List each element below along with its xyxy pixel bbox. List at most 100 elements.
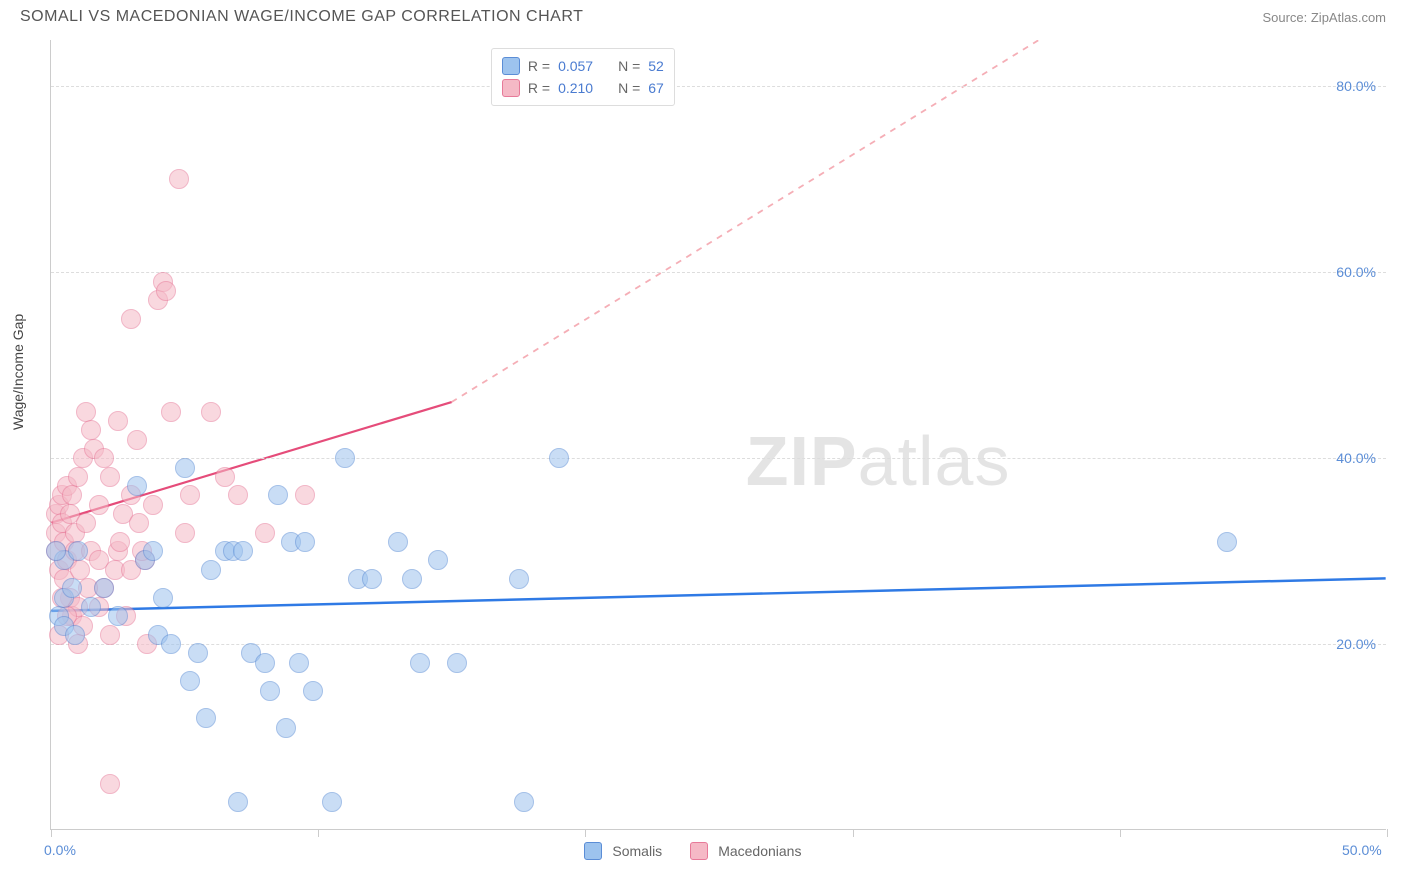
- y-tick-label: 60.0%: [1336, 264, 1376, 280]
- macedonian-point: [156, 281, 176, 301]
- macedonian-point: [255, 523, 275, 543]
- somali-point: [410, 653, 430, 673]
- somali-point: [62, 578, 82, 598]
- macedonian-point: [201, 402, 221, 422]
- y-tick-label: 80.0%: [1336, 78, 1376, 94]
- somali-point: [1217, 532, 1237, 552]
- somali-point: [175, 458, 195, 478]
- macedonian-point: [100, 467, 120, 487]
- gridline: [51, 458, 1386, 459]
- somali-point: [260, 681, 280, 701]
- macedonian-point: [169, 169, 189, 189]
- somali-point: [322, 792, 342, 812]
- somali-point: [362, 569, 382, 589]
- r-label: R =: [528, 77, 550, 99]
- macedonian-point: [175, 523, 195, 543]
- n-value: 52: [648, 55, 664, 77]
- header: SOMALI VS MACEDONIAN WAGE/INCOME GAP COR…: [0, 0, 1406, 30]
- macedonian-point: [89, 495, 109, 515]
- source-label: Source: ZipAtlas.com: [1262, 10, 1386, 25]
- somali-point: [180, 671, 200, 691]
- legend-row: R = 0.057 N = 52: [502, 55, 664, 77]
- somali-point: [447, 653, 467, 673]
- somali-point: [153, 588, 173, 608]
- macedonian-point: [127, 430, 147, 450]
- chart-title: SOMALI VS MACEDONIAN WAGE/INCOME GAP COR…: [20, 8, 583, 26]
- correlation-legend: R = 0.057 N = 52 R = 0.210 N = 67: [491, 48, 675, 106]
- macedonian-point: [110, 532, 130, 552]
- somali-point: [255, 653, 275, 673]
- macedonian-point: [295, 485, 315, 505]
- somali-point: [94, 578, 114, 598]
- somali-point: [127, 476, 147, 496]
- somali-point: [303, 681, 323, 701]
- macedonian-point: [215, 467, 235, 487]
- chart-plot-area: ZIPatlas 20.0% 40.0% 60.0% 80.0%: [50, 40, 1386, 830]
- somali-point: [509, 569, 529, 589]
- somali-point: [188, 643, 208, 663]
- macedonian-point: [76, 402, 96, 422]
- somali-point: [428, 550, 448, 570]
- somali-point: [276, 718, 296, 738]
- macedonian-point: [180, 485, 200, 505]
- gridline: [51, 272, 1386, 273]
- x-tick: [1387, 829, 1388, 837]
- legend-swatch: [690, 842, 708, 860]
- somali-point: [65, 625, 85, 645]
- macedonian-point: [161, 402, 181, 422]
- x-axis-max-label: 50.0%: [1342, 842, 1382, 858]
- macedonian-point: [68, 467, 88, 487]
- x-axis-min-label: 0.0%: [44, 842, 76, 858]
- n-label: N =: [618, 77, 640, 99]
- macedonian-point: [108, 411, 128, 431]
- watermark-atlas: atlas: [858, 422, 1011, 500]
- legend-series-label: Somalis: [612, 843, 662, 859]
- somali-point: [108, 606, 128, 626]
- somali-point: [335, 448, 355, 468]
- somali-point: [196, 708, 216, 728]
- legend-row: R = 0.210 N = 67: [502, 77, 664, 99]
- somali-point: [289, 653, 309, 673]
- macedonian-point: [94, 448, 114, 468]
- r-value: 0.210: [558, 77, 610, 99]
- somali-point: [514, 792, 534, 812]
- somali-point: [46, 541, 66, 561]
- n-label: N =: [618, 55, 640, 77]
- somali-point: [268, 485, 288, 505]
- macedonian-point: [143, 495, 163, 515]
- x-tick: [1120, 829, 1121, 837]
- somali-point: [402, 569, 422, 589]
- somali-point: [161, 634, 181, 654]
- macedonian-point: [62, 485, 82, 505]
- macedonian-point: [129, 513, 149, 533]
- y-tick-label: 20.0%: [1336, 636, 1376, 652]
- x-tick: [51, 829, 52, 837]
- macedonian-point: [100, 774, 120, 794]
- macedonian-point: [121, 309, 141, 329]
- somali-point: [68, 541, 88, 561]
- somali-point: [143, 541, 163, 561]
- r-label: R =: [528, 55, 550, 77]
- legend-swatch: [502, 57, 520, 75]
- legend-swatch: [502, 79, 520, 97]
- watermark-zip: ZIP: [746, 422, 858, 500]
- trend-lines: [51, 40, 1386, 829]
- x-tick: [318, 829, 319, 837]
- somali-point: [233, 541, 253, 561]
- n-value: 67: [648, 77, 664, 99]
- legend-swatch: [584, 842, 602, 860]
- macedonian-point: [100, 625, 120, 645]
- r-value: 0.057: [558, 55, 610, 77]
- gridline: [51, 86, 1386, 87]
- y-axis-label: Wage/Income Gap: [10, 314, 26, 430]
- x-tick: [585, 829, 586, 837]
- series-legend: SomalisMacedonians: [584, 842, 819, 860]
- macedonian-point: [76, 513, 96, 533]
- somali-point: [388, 532, 408, 552]
- somali-point: [81, 597, 101, 617]
- watermark: ZIPatlas: [746, 421, 1011, 501]
- y-tick-label: 40.0%: [1336, 450, 1376, 466]
- somali-point: [295, 532, 315, 552]
- somali-point: [228, 792, 248, 812]
- macedonian-point: [81, 420, 101, 440]
